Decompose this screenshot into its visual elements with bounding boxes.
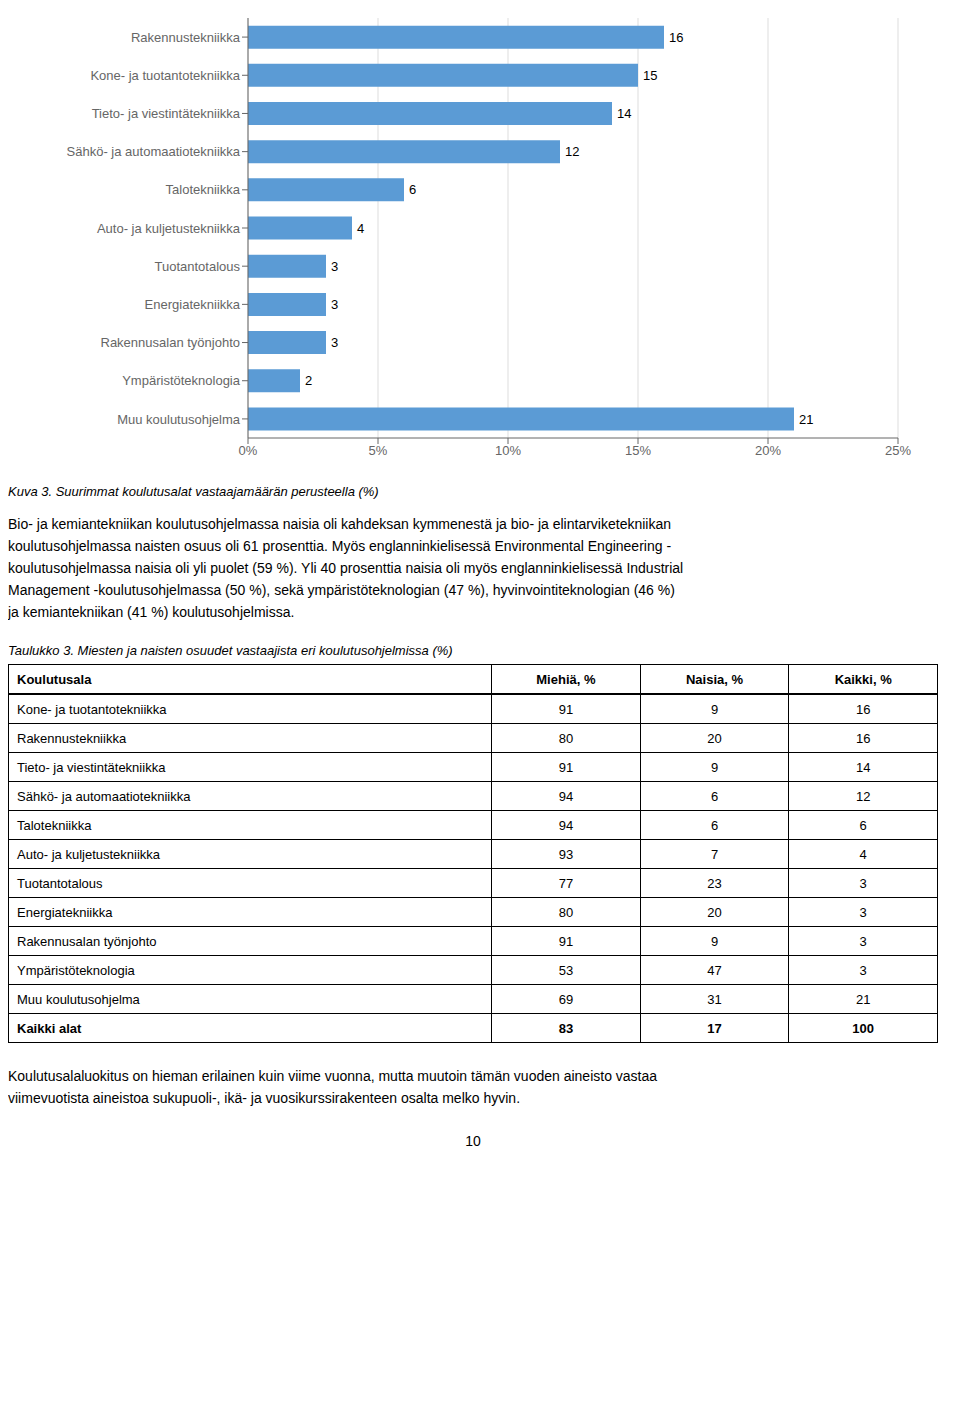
html-text:16: 16 [855, 730, 871, 746]
svg-text:Muu koulutusohjelma: Muu koulutusohjelma [117, 412, 241, 427]
html-text:Miehiä, %: Miehiä, % [536, 671, 596, 687]
html-text:20: 20 [707, 904, 722, 920]
svg-text:3: 3 [331, 297, 338, 312]
html-text:ja kemiantekniikan (41 %) koul: ja kemiantekniikan (41 %) koulutusohjelm… [8, 604, 295, 620]
svg-text:16: 16 [669, 30, 683, 45]
svg-text:Sähkö- ja automaatiotekniikka: Sähkö- ja automaatiotekniikka [67, 144, 241, 159]
html-text:Tuotantotalous: Tuotantotalous [17, 875, 103, 891]
svg-text:12: 12 [565, 144, 579, 159]
html-text:3: 3 [859, 904, 867, 920]
svg-text:0%: 0% [239, 443, 258, 458]
html-text:9: 9 [710, 701, 719, 717]
html-text:3: 3 [859, 933, 867, 949]
html-text:Naisia, %: Naisia, % [686, 671, 744, 687]
html-text:Rakennustekniikka: Rakennustekniikka [17, 730, 127, 746]
html-text:Sähkö- ja automaatiotekniikka: Sähkö- ja automaatiotekniikka [17, 788, 191, 804]
html-text:Kaikki alat: Kaikki alat [17, 1020, 82, 1036]
svg-text:20%: 20% [755, 443, 781, 458]
html-text:94: 94 [558, 817, 574, 833]
svg-text:6: 6 [409, 182, 416, 197]
html-text:53: 53 [558, 962, 574, 978]
svg-text:21: 21 [799, 412, 813, 427]
html-text:77: 77 [558, 875, 574, 891]
html-text:69: 69 [558, 991, 574, 1007]
html-text:Taulukko 3. Miesten ja naisten: Taulukko 3. Miesten ja naisten osuudet v… [8, 643, 453, 658]
html-text:20: 20 [707, 730, 722, 746]
html-text:koulutusohjelmassa naisten osu: koulutusohjelmassa naisten osuus oli 61 … [8, 538, 671, 554]
html-text:17: 17 [707, 1020, 722, 1036]
html-text:Kuva 3. Suurimmat koulutusalat: Kuva 3. Suurimmat koulutusalat vastaajam… [8, 484, 379, 499]
svg-text:5%: 5% [369, 443, 388, 458]
html-text:Koulutusala: Koulutusala [17, 671, 92, 687]
html-text:Ympäristöteknologia: Ympäristöteknologia [17, 962, 135, 978]
html-text:91: 91 [558, 701, 574, 717]
html-text:93: 93 [558, 846, 574, 862]
svg-text:15: 15 [643, 68, 657, 83]
svg-text:Energiatekniikka: Energiatekniikka [145, 297, 241, 312]
html-text:3: 3 [859, 962, 867, 978]
html-text:Bio- ja kemiantekniikan koulut: Bio- ja kemiantekniikan koulutusohjelmas… [8, 516, 671, 532]
html-text:Management -koulutusohjelmassa: Management -koulutusohjelmassa (50 %), s… [8, 582, 675, 598]
svg-text:Tieto- ja viestintätekniikka: Tieto- ja viestintätekniikka [92, 106, 241, 121]
html-text:Rakennusalan työnjohto: Rakennusalan työnjohto [17, 933, 157, 949]
html-text:9: 9 [710, 933, 719, 949]
html-text:6: 6 [859, 817, 867, 833]
html-text:Kaikki, %: Kaikki, % [834, 671, 892, 687]
svg-text:2: 2 [305, 373, 312, 388]
html-text:koulutusohjelmassa naisia oli: koulutusohjelmassa naisia oli yli puolet… [8, 560, 684, 576]
html-text:viimevuotista aineistoa sukupu: viimevuotista aineistoa sukupuoli-, ikä-… [8, 1090, 520, 1106]
html-text:91: 91 [558, 759, 574, 775]
svg-text:Ympäristöteknologia: Ympäristöteknologia [122, 373, 241, 388]
html-text:83: 83 [558, 1020, 574, 1036]
html-text:31: 31 [707, 991, 722, 1007]
html-text:21: 21 [855, 991, 871, 1007]
svg-text:3: 3 [331, 259, 338, 274]
html-text:Tieto- ja viestintätekniikka: Tieto- ja viestintätekniikka [17, 759, 166, 775]
svg-text:Kone- ja tuotantotekniikka: Kone- ja tuotantotekniikka [90, 68, 240, 83]
html-text:4: 4 [859, 846, 867, 862]
html-text:7: 7 [710, 846, 719, 862]
svg-text:Auto- ja kuljetustekniikka: Auto- ja kuljetustekniikka [97, 221, 241, 236]
html-text:16: 16 [855, 701, 871, 717]
html-text:Koulutusalaluokitus on hieman: Koulutusalaluokitus on hieman erilainen … [8, 1068, 658, 1084]
html-text:23: 23 [707, 875, 722, 891]
html-text:94: 94 [558, 788, 574, 804]
html-text:80: 80 [558, 904, 574, 920]
html-text:3: 3 [859, 875, 867, 891]
html-text:6: 6 [710, 788, 719, 804]
html-text:47: 47 [707, 962, 722, 978]
svg-text:25%: 25% [885, 443, 911, 458]
svg-text:Rakennustekniikka: Rakennustekniikka [131, 30, 241, 45]
html-text:Talotekniikka: Talotekniikka [17, 817, 92, 833]
html-text:Kone- ja tuotantotekniikka: Kone- ja tuotantotekniikka [17, 701, 167, 717]
html-text:91: 91 [558, 933, 574, 949]
svg-text:4: 4 [357, 221, 364, 236]
html-text:6: 6 [710, 817, 719, 833]
svg-text:3: 3 [331, 335, 338, 350]
html-text:10: 10 [465, 1133, 481, 1149]
svg-text:15%: 15% [625, 443, 651, 458]
html-text:9: 9 [710, 759, 719, 775]
html-text:80: 80 [558, 730, 574, 746]
svg-text:Tuotantotalous: Tuotantotalous [154, 259, 240, 274]
html-text:Energiatekniikka: Energiatekniikka [17, 904, 113, 920]
html-text:14: 14 [855, 759, 871, 775]
svg-text:Talotekniikka: Talotekniikka [166, 182, 241, 197]
svg-text:14: 14 [617, 106, 631, 121]
html-text:Muu koulutusohjelma: Muu koulutusohjelma [17, 991, 140, 1007]
html-text:12: 12 [855, 788, 871, 804]
html-text:100: 100 [852, 1020, 874, 1036]
html-text:Auto- ja kuljetustekniikka: Auto- ja kuljetustekniikka [17, 846, 161, 862]
svg-text:Rakennusalan työnjohto: Rakennusalan työnjohto [101, 335, 241, 350]
svg-text:10%: 10% [495, 443, 521, 458]
